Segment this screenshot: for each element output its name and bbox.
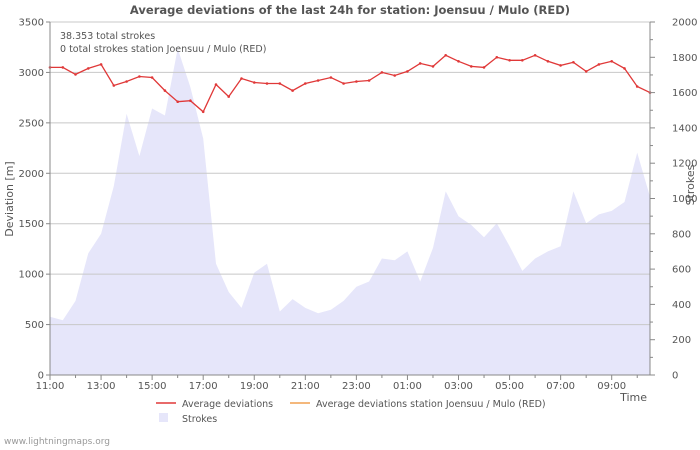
left-axis-ticks: 0 500 1000 1500 2000 2500 3000 3500 xyxy=(19,18,50,382)
x-tick-label: 21:00 xyxy=(291,381,320,392)
right-tick-label: 1600 xyxy=(672,88,697,99)
y2-axis-label: Strokes xyxy=(684,164,697,205)
deviation-point xyxy=(367,79,371,82)
y-axis-label: Deviation [m] xyxy=(3,161,16,236)
legend-label-station-deviations: Average deviations station Joensuu / Mul… xyxy=(316,399,546,410)
deviation-point xyxy=(444,54,448,57)
deviation-point xyxy=(342,82,345,85)
total-strokes-annotation: 38.353 total strokes xyxy=(60,31,155,42)
right-tick-label: 0 xyxy=(672,371,678,382)
station-strokes-annotation: 0 total strokes station Joensuu / Mulo (… xyxy=(60,44,266,55)
deviation-point xyxy=(521,59,524,62)
deviation-point xyxy=(597,63,601,66)
left-tick-label: 0 xyxy=(38,371,44,382)
deviation-point xyxy=(584,70,588,73)
x-axis-label: Time xyxy=(619,391,647,404)
left-tick-label: 1500 xyxy=(19,219,44,230)
footer-credit: www.lightningmaps.org xyxy=(4,437,110,447)
left-tick-label: 3000 xyxy=(19,68,44,79)
deviation-point xyxy=(418,62,422,65)
average-deviations-line xyxy=(50,54,651,113)
deviation-point xyxy=(457,60,460,63)
deviation-point xyxy=(495,56,499,59)
deviation-point xyxy=(278,82,282,85)
deviation-point xyxy=(316,79,320,82)
deviation-point xyxy=(112,84,116,87)
left-tick-label: 2000 xyxy=(19,169,44,180)
deviation-point xyxy=(150,76,154,79)
right-axis-ticks: 0 200 400 600 800 1000 1200 1400 1600 1800 2000 xyxy=(650,18,697,382)
x-axis-ticks: 11:00 13:00 15:00 17:00 19:00 21:00 23:00 01:00… xyxy=(36,375,638,392)
right-tick-label: 1200 xyxy=(672,159,697,170)
deviation-point xyxy=(623,67,626,70)
deviation-point xyxy=(87,67,90,70)
deviation-point xyxy=(482,66,486,69)
deviation-point xyxy=(431,65,435,68)
deviation-point xyxy=(125,80,128,83)
deviation-point xyxy=(189,99,192,102)
deviation-point xyxy=(533,54,537,57)
deviation-point xyxy=(329,76,333,79)
deviation-point xyxy=(470,65,473,68)
deviation-point xyxy=(291,89,294,92)
legend-swatch-strokes xyxy=(159,413,168,422)
right-tick-label: 2000 xyxy=(672,18,697,29)
right-tick-label: 1400 xyxy=(672,123,697,134)
deviation-line-layer xyxy=(48,54,652,114)
deviation-point xyxy=(214,83,218,86)
deviation-point xyxy=(546,60,550,63)
right-tick-label: 600 xyxy=(672,265,691,276)
x-tick-label: 23:00 xyxy=(342,381,371,392)
deviation-point xyxy=(610,60,613,63)
x-tick-label: 09:00 xyxy=(597,381,626,392)
deviation-point xyxy=(201,110,205,114)
legend: Average deviations Average deviations st… xyxy=(156,399,546,425)
left-tick-label: 1000 xyxy=(19,270,44,281)
deviation-point xyxy=(406,70,409,73)
x-tick-label: 07:00 xyxy=(546,381,575,392)
deviation-point xyxy=(559,64,562,67)
right-tick-label: 400 xyxy=(672,300,691,311)
right-tick-label: 1000 xyxy=(672,194,697,205)
left-tick-label: 2500 xyxy=(19,118,44,129)
right-tick-label: 1800 xyxy=(672,53,697,64)
deviation-point xyxy=(380,71,384,74)
legend-label-average-deviations: Average deviations xyxy=(182,399,273,410)
x-tick-label: 03:00 xyxy=(444,381,473,392)
x-tick-label: 19:00 xyxy=(240,381,269,392)
deviation-point xyxy=(304,82,307,85)
strokes-area xyxy=(50,48,650,375)
legend-label-strokes: Strokes xyxy=(182,414,217,425)
gridlines xyxy=(50,21,650,326)
deviation-point xyxy=(227,95,230,98)
deviation-point xyxy=(176,100,179,103)
deviation-point xyxy=(265,82,269,85)
deviation-point xyxy=(253,81,256,84)
x-tick-label: 15:00 xyxy=(138,381,167,392)
x-tick-label: 13:00 xyxy=(87,381,116,392)
deviation-point xyxy=(393,74,397,77)
x-tick-label: 01:00 xyxy=(393,381,422,392)
deviation-point xyxy=(572,61,575,64)
x-tick-label: 17:00 xyxy=(189,381,218,392)
deviation-point xyxy=(163,89,167,92)
deviation-point xyxy=(635,85,639,88)
left-tick-label: 3500 xyxy=(19,18,44,29)
deviation-point xyxy=(508,59,511,62)
deviation-point xyxy=(74,73,77,76)
chart-title: Average deviations of the last 24h for s… xyxy=(130,3,570,17)
deviation-point xyxy=(61,66,65,69)
deviation-point xyxy=(99,63,103,66)
deviation-point xyxy=(355,80,358,83)
deviation-point xyxy=(138,75,141,78)
right-tick-label: 800 xyxy=(672,229,691,240)
strokes-area-layer xyxy=(50,48,650,375)
x-tick-label: 11:00 xyxy=(36,381,65,392)
x-tick-label: 05:00 xyxy=(495,381,524,392)
right-tick-label: 200 xyxy=(672,335,691,346)
left-tick-label: 500 xyxy=(25,320,44,331)
deviation-point xyxy=(240,77,243,80)
